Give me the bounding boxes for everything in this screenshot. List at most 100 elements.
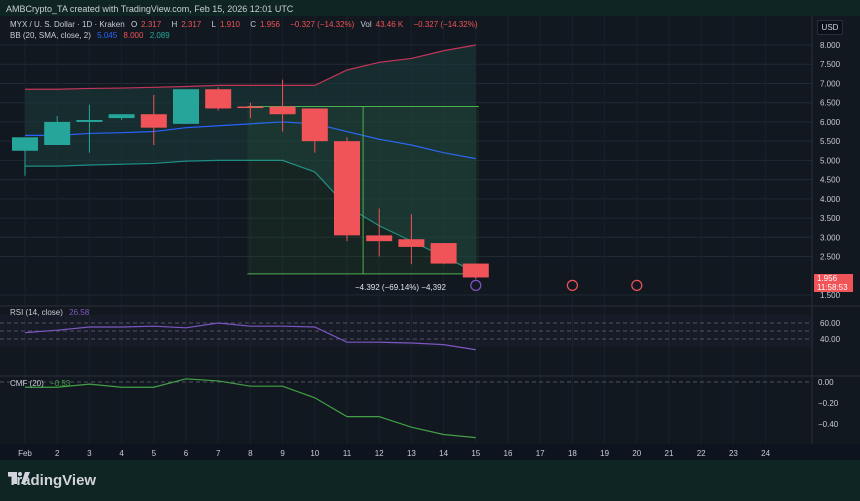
candle-body bbox=[366, 235, 393, 242]
time-axis-label: 24 bbox=[761, 449, 770, 458]
candle-body bbox=[430, 243, 457, 264]
cmf-axis-label: −0.20 bbox=[818, 399, 839, 408]
price-axis-label: 6.000 bbox=[820, 118, 841, 127]
bar-countdown: 11:58:53 bbox=[817, 283, 848, 292]
rsi-value: 26.58 bbox=[69, 308, 90, 317]
price-axis-label: 2.500 bbox=[820, 253, 841, 262]
tradingview-logo[interactable]: TradingView bbox=[8, 472, 96, 489]
brand-name: TradingView bbox=[8, 472, 97, 489]
candle-body bbox=[140, 114, 167, 128]
time-axis-label: 8 bbox=[248, 449, 253, 458]
cmf-label: CMF (20) bbox=[10, 379, 44, 388]
rsi-background bbox=[0, 315, 812, 347]
currency-selector[interactable]: USD bbox=[817, 20, 843, 35]
time-axis-label: 21 bbox=[665, 449, 674, 458]
footer bbox=[0, 460, 860, 501]
time-axis-label: 22 bbox=[697, 449, 706, 458]
price-axis-label: 5.500 bbox=[820, 137, 841, 146]
candle-body bbox=[269, 106, 296, 115]
price-axis-label: 1.500 bbox=[820, 291, 841, 300]
price-axis-label: 8.000 bbox=[820, 41, 841, 50]
vol-value: 43.46 K bbox=[375, 20, 404, 29]
bb-label: BB (20, SMA, close, 2) bbox=[10, 31, 91, 40]
bb-basis-line bbox=[25, 121, 476, 160]
vol-change: −0.327 (−14.32%) bbox=[413, 20, 478, 29]
close-label: C bbox=[250, 20, 256, 29]
price-chart[interactable]: −4.392 (−69.14%) −4,392 8.000 7.500 7.000 6.… bbox=[0, 16, 860, 460]
close-value: 1.956 bbox=[259, 20, 281, 29]
bb-upper-value: 8.000 bbox=[123, 31, 144, 40]
time-axis-label: 2 bbox=[55, 449, 60, 458]
rsi-label: RSI (14, close) bbox=[10, 308, 63, 317]
cmf-line bbox=[25, 378, 476, 439]
cmf-legend: CMF (20) −0.53 bbox=[10, 379, 74, 388]
time-axis-label: 14 bbox=[439, 449, 448, 458]
symbol-legend: MYX / U. S. Dollar · 1D · Kraken O 2.317 … bbox=[10, 20, 482, 29]
time-axis-label: 15 bbox=[471, 449, 480, 458]
time-axis-label: 23 bbox=[729, 449, 738, 458]
price-axis-label: 4.000 bbox=[820, 195, 841, 204]
low-label: L bbox=[211, 20, 216, 29]
candle-body bbox=[205, 89, 232, 109]
rsi-line bbox=[24, 322, 476, 351]
time-axis-label: 10 bbox=[310, 449, 319, 458]
time-axis-label: 12 bbox=[375, 449, 384, 458]
tradingview-logo-icon bbox=[8, 472, 30, 484]
candle-body bbox=[173, 89, 199, 124]
price-axis-label: 4.500 bbox=[820, 176, 841, 185]
time-axis-label: 7 bbox=[216, 449, 221, 458]
time-axis-label: 9 bbox=[280, 449, 285, 458]
change-value: −0.327 (−14.32%) bbox=[290, 20, 355, 29]
time-axis-label: 20 bbox=[632, 449, 641, 458]
measure-label: −4.392 (−69.14%) −4,392 bbox=[355, 283, 447, 292]
symbol-name: MYX / U. S. Dollar · 1D · Kraken bbox=[10, 20, 125, 29]
candle-body bbox=[398, 239, 425, 247]
candle-body bbox=[334, 141, 360, 236]
price-axis-label: 3.500 bbox=[820, 214, 841, 223]
price-axis-label: 3.000 bbox=[820, 233, 841, 242]
candle-body bbox=[76, 119, 103, 122]
bb-basis-value: 5.045 bbox=[97, 31, 118, 40]
time-axis-label: 11 bbox=[343, 449, 352, 458]
bb-legend: BB (20, SMA, close, 2) 5.045 8.000 2.089 bbox=[10, 31, 174, 40]
bb-upper-line bbox=[25, 44, 476, 90]
open-value: 2.317 bbox=[141, 20, 162, 29]
price-axis-label: 7.500 bbox=[820, 60, 841, 69]
time-axis-label: 16 bbox=[504, 449, 513, 458]
price-axis-label: 5.000 bbox=[820, 156, 841, 165]
high-label: H bbox=[171, 20, 178, 29]
time-axis-label: 17 bbox=[536, 449, 545, 458]
price-axis-label: 6.500 bbox=[820, 99, 841, 108]
candle-body bbox=[462, 263, 489, 278]
time-axis-label: 3 bbox=[87, 449, 92, 458]
time-axis-label: Feb bbox=[18, 449, 32, 458]
rsi-axis-label: 60.00 bbox=[820, 319, 841, 328]
us-flag-icon bbox=[631, 279, 643, 291]
time-axis-label: 19 bbox=[600, 449, 609, 458]
bb-lower-line bbox=[25, 159, 477, 273]
high-value: 2.317 bbox=[181, 20, 202, 29]
candle-body bbox=[12, 137, 38, 151]
time-axis bbox=[0, 444, 860, 460]
time-axis-label: 18 bbox=[568, 449, 577, 458]
candle-body bbox=[108, 114, 135, 119]
event-flash-icon bbox=[470, 279, 482, 291]
last-price-tag: 1.956 11:58:53 bbox=[814, 274, 853, 292]
cmf-axis-label: 0.00 bbox=[818, 378, 834, 387]
rsi-legend: RSI (14, close) 26.58 bbox=[10, 308, 93, 317]
cmf-axis-label: −0.40 bbox=[818, 420, 839, 429]
low-value: 1.910 bbox=[219, 20, 240, 29]
candle-body bbox=[237, 106, 264, 109]
time-axis-label: 4 bbox=[119, 449, 124, 458]
last-price-value: 1.956 bbox=[817, 274, 838, 283]
open-label: O bbox=[130, 20, 138, 29]
time-axis-label: 5 bbox=[152, 449, 157, 458]
us-flag-icon bbox=[566, 279, 579, 291]
bb-lower-value: 2.089 bbox=[149, 31, 170, 40]
cmf-value: −0.53 bbox=[50, 379, 71, 388]
chart-area[interactable]: −4.392 (−69.14%) −4,392 8.000 7.500 7.000 6.… bbox=[0, 16, 860, 460]
candle-body bbox=[301, 108, 328, 142]
rsi-axis-label: 40.00 bbox=[820, 335, 841, 344]
watermark: AMBCrypto_TA created with TradingView.co… bbox=[6, 4, 294, 14]
time-axis-label: 13 bbox=[407, 449, 416, 458]
